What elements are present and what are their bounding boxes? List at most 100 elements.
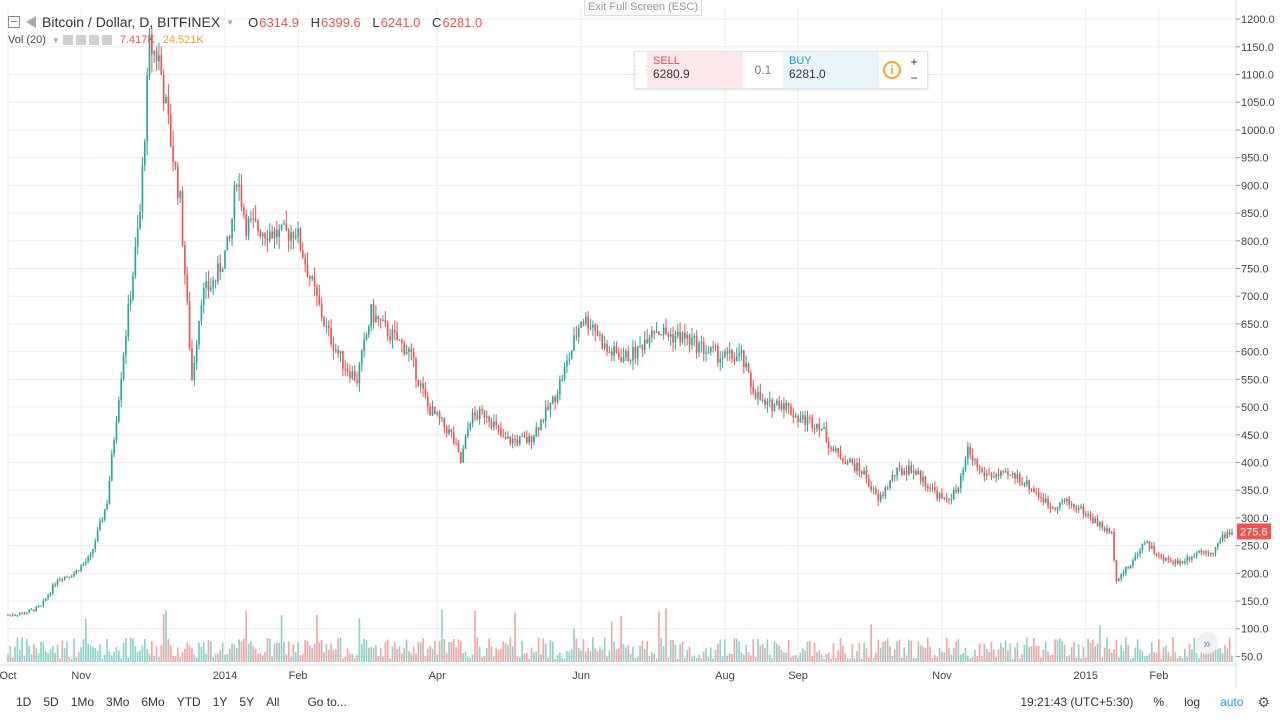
collapse-legend-icon[interactable]: [8, 16, 20, 28]
candle-body: [87, 556, 90, 562]
candle-body: [863, 470, 865, 475]
candle-body: [740, 350, 743, 354]
volume-bar: [528, 658, 531, 662]
candle-body: [467, 428, 469, 437]
quantity-value[interactable]: 0.1: [754, 63, 772, 77]
candle-body: [1188, 556, 1191, 560]
eye-icon[interactable]: [62, 35, 73, 45]
volume-bar: [674, 644, 677, 662]
candle-body: [733, 358, 736, 362]
volume-bar: [106, 639, 108, 662]
settings-icon[interactable]: [75, 35, 86, 45]
candle-body: [801, 415, 804, 419]
buy-button[interactable]: BUY 6281.0: [783, 52, 879, 88]
candle-body: [594, 324, 597, 331]
volume-bar: [714, 649, 717, 662]
drag-handle-icon[interactable]: ⋮⋮: [631, 64, 651, 76]
volume-bar: [1115, 639, 1118, 662]
volume-bar: [448, 641, 450, 662]
scroll-to-latest-button[interactable]: »: [1196, 632, 1218, 654]
candle-body: [396, 332, 398, 341]
candle-body: [306, 264, 309, 277]
close-icon[interactable]: [101, 35, 112, 45]
price-chart[interactable]: 1200.0 1150.0 1100.0 1050.0 1000.0 950.0 900.0…: [0, 0, 1280, 688]
candle-body: [573, 335, 575, 351]
volume-bar: [594, 648, 597, 662]
timeframe-5y[interactable]: 5Y: [239, 695, 255, 709]
volume-bar: [290, 656, 292, 662]
timeframe-3mo[interactable]: 3Mo: [106, 695, 130, 709]
candle-body: [839, 452, 842, 459]
volume-bar: [816, 652, 818, 662]
timeframe-6mo[interactable]: 6Mo: [141, 695, 165, 709]
volume-bar: [415, 653, 417, 662]
decrease-button[interactable]: −: [910, 71, 918, 85]
volume-bar: [1073, 641, 1075, 662]
add-icon[interactable]: [88, 35, 99, 45]
timeframe-1d[interactable]: 1D: [16, 695, 32, 709]
chevron-down-icon[interactable]: ▼: [226, 17, 235, 27]
price-tick-label: 600.0: [1241, 347, 1269, 359]
timeframe-5d[interactable]: 5D: [43, 695, 59, 709]
volume-bar: [115, 646, 118, 662]
log-scale-toggle[interactable]: log: [1184, 695, 1201, 709]
auto-scale-toggle[interactable]: auto: [1220, 695, 1244, 709]
flag-icon[interactable]: [26, 16, 36, 28]
candle-body: [445, 426, 448, 434]
candle-body: [96, 530, 99, 542]
candle-body: [992, 477, 995, 479]
candle-body: [941, 493, 943, 498]
sell-button[interactable]: SELL 6280.9: [647, 52, 743, 88]
timeframe-1y[interactable]: 1Y: [212, 695, 228, 709]
volume-bar: [1139, 649, 1141, 662]
exit-fullscreen-button[interactable]: Exit Full Screen (ESC): [584, 0, 702, 16]
timeframe-all[interactable]: All: [266, 695, 280, 709]
volume-bar: [922, 646, 924, 662]
candle-body: [169, 114, 172, 147]
candle-body: [759, 391, 762, 401]
volume-bar: [179, 657, 181, 662]
candle-body: [1202, 551, 1205, 553]
chevron-down-icon[interactable]: ▼: [51, 35, 60, 45]
volume-bar: [419, 642, 422, 662]
timeframe-1mo[interactable]: 1Mo: [70, 695, 95, 709]
volume-bar: [54, 653, 56, 662]
volume-bar: [898, 639, 901, 662]
candle-body: [643, 339, 646, 351]
volume-bar: [87, 643, 90, 662]
symbol-title[interactable]: Bitcoin / Dollar, D, BITFINEX: [42, 14, 221, 30]
candle-body: [403, 342, 406, 355]
volume-bar: [908, 639, 910, 662]
volume-bar: [273, 643, 276, 662]
volume-bar: [481, 657, 483, 662]
candle-body: [417, 379, 420, 386]
volume-bar: [799, 652, 802, 662]
volume-label[interactable]: Vol (20): [8, 34, 46, 46]
candle-body: [113, 440, 115, 455]
volume-bar: [740, 652, 743, 662]
volume-bar: [856, 651, 858, 662]
volume-bar: [243, 638, 245, 662]
volume-bar: [132, 638, 134, 662]
goto-date-button[interactable]: Go to...: [307, 695, 347, 709]
percent-scale-toggle[interactable]: %: [1153, 695, 1165, 709]
gear-icon[interactable]: ⚙: [1257, 693, 1270, 710]
candle-body: [386, 322, 389, 337]
volume-bar: [1224, 645, 1226, 662]
volume-bar: [349, 653, 351, 662]
candle-body: [695, 335, 698, 353]
volume-bar: [846, 658, 849, 662]
timeframe-ytd[interactable]: YTD: [176, 695, 201, 709]
volume-bar: [563, 658, 566, 662]
info-button[interactable]: i: [879, 52, 905, 88]
candle-body: [103, 509, 106, 520]
volume-bar: [863, 643, 865, 662]
candle-body: [929, 488, 931, 490]
timezone-clock[interactable]: 19:21:43 (UTC+5:30): [1020, 695, 1134, 709]
candle-body: [905, 471, 908, 475]
volume-bar: [731, 654, 733, 662]
high-label: H: [310, 14, 320, 30]
volume-bar: [728, 653, 731, 662]
increase-button[interactable]: +: [910, 55, 918, 69]
candle-body: [1033, 488, 1035, 493]
